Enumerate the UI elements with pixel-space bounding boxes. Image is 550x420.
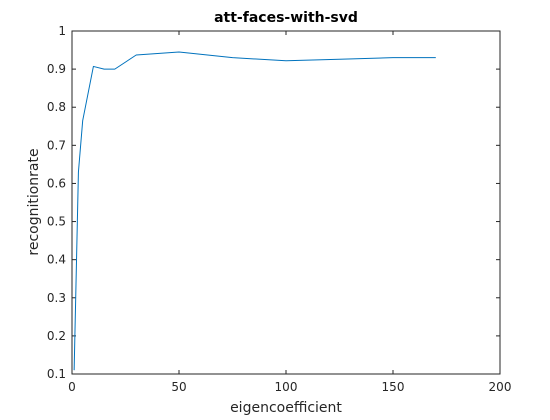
- y-tick-label: 0.2: [47, 329, 66, 343]
- y-tick-label: 0.6: [47, 176, 66, 190]
- series-layer: [73, 51, 436, 371]
- y-tick-label: 0.9: [47, 62, 66, 76]
- x-tick-label: 0: [68, 380, 76, 394]
- x-tick-label: 150: [382, 380, 405, 394]
- y-tick-label: 0.3: [47, 291, 66, 305]
- axes-box: [71, 30, 501, 375]
- plot-area: [72, 31, 500, 374]
- x-tick-label: 100: [275, 380, 298, 394]
- y-tick-label: 1: [58, 24, 66, 38]
- y-tick-label: 0.1: [47, 367, 66, 381]
- axis-ticks: 0 50 100 150 200 0.1 0.2 0.3 0.4 0.5 0.6 0.7 0.8 0.9 1: [47, 24, 512, 394]
- y-tick-label: 0.8: [47, 100, 66, 114]
- y-axis-label: recognitionrate: [26, 148, 42, 255]
- x-tick-label: 200: [489, 380, 512, 394]
- x-tick-label: 50: [171, 380, 186, 394]
- y-tick-label: 0.7: [47, 138, 66, 152]
- y-tick-label: 0.4: [47, 253, 66, 267]
- y-tick-label: 0.5: [47, 215, 66, 229]
- series-line: [73, 51, 436, 371]
- x-axis-label: eigencoefficient: [230, 400, 342, 416]
- chart-title: att-faces-with-svd: [214, 10, 358, 26]
